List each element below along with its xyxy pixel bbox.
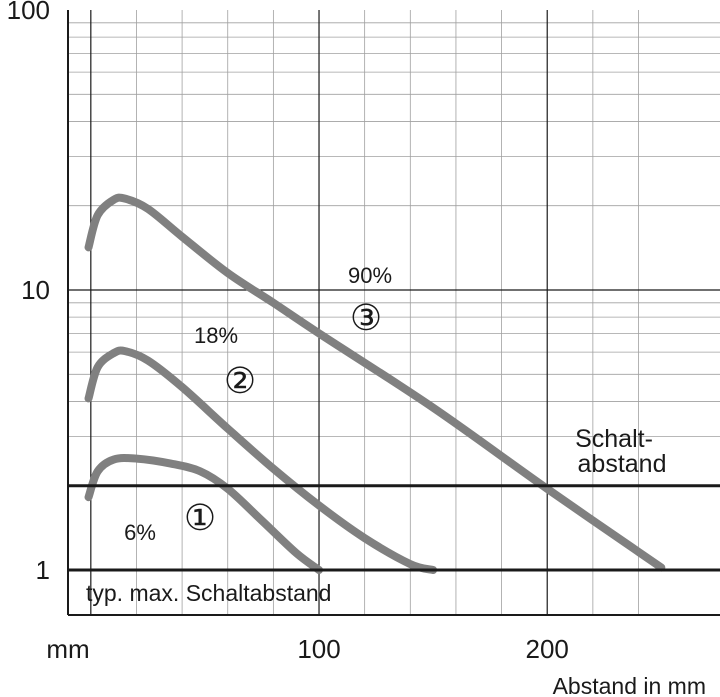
y-tick-label: 100	[7, 0, 50, 25]
x-tick-label: 100	[297, 634, 340, 664]
series-label-3: 90%	[348, 263, 392, 288]
labels: 1 10 100 100 200 mm Abstand in mm 6% ① 18% ② 90% ③ Sc…	[7, 0, 706, 697]
y-tick-label: 10	[21, 275, 50, 305]
axes	[67, 10, 720, 616]
major-gridlines	[68, 10, 720, 615]
x-tick-label: 200	[526, 634, 569, 664]
series-marker-3: ③	[350, 297, 382, 338]
x-unit-label: mm	[46, 634, 89, 664]
reference-label-switch-distance: abstand	[578, 450, 667, 478]
minor-gridlines	[68, 10, 720, 615]
series-marker-1: ①	[184, 497, 216, 538]
y-tick-label: 1	[36, 555, 50, 585]
series-label-2: 18%	[194, 323, 238, 348]
curve-2	[84, 346, 438, 574]
series-marker-2: ②	[224, 360, 256, 401]
curves	[84, 193, 666, 574]
reference-label-switch-distance: Schalt-	[575, 425, 653, 453]
reference-label-typ-max: typ. max. Schaltabstand	[86, 580, 331, 606]
series-label-1: 6%	[124, 520, 156, 545]
curve-3	[84, 193, 666, 572]
x-axis-title: Abstand in mm	[553, 673, 706, 697]
curve-1	[84, 454, 324, 574]
